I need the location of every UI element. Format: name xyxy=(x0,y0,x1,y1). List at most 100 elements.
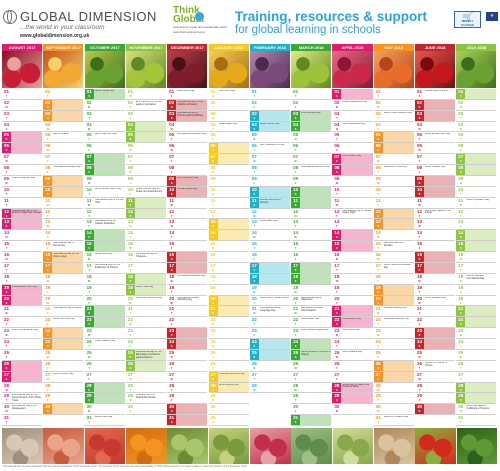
day-cell[interactable]: 22 T Biological Diversity Day xyxy=(373,317,414,329)
event-label[interactable]: World Mental Health Day xyxy=(94,187,122,190)
day-cell[interactable]: 03 T World Press Freedom Day xyxy=(373,111,414,122)
day-cell[interactable]: 12 T International Day of Human Space Flig… xyxy=(332,209,373,220)
day-cell[interactable]: 07 T xyxy=(125,154,167,166)
day-cell[interactable]: 01 S World Habitat Day xyxy=(84,89,125,100)
day-cell[interactable]: 04 S xyxy=(291,121,332,133)
day-cell[interactable]: 13 S xyxy=(2,219,43,231)
day-cell[interactable]: 28 M xyxy=(373,383,414,394)
day-cell[interactable]: 07 T xyxy=(415,154,456,166)
event-label[interactable]: World Book Day xyxy=(342,329,360,332)
day-cell[interactable]: 11 M xyxy=(167,198,208,209)
day-cell[interactable]: 24 W xyxy=(208,339,249,350)
day-cell[interactable]: 25 S Remembrance of Victims of Slavery xyxy=(291,349,332,361)
day-cell[interactable]: 18 S xyxy=(125,273,167,285)
day-cell[interactable]: 06 M xyxy=(125,143,167,155)
day-cell[interactable]: 11 T xyxy=(208,198,249,209)
day-cell[interactable]: 16 S xyxy=(167,252,208,263)
brand-website[interactable]: www.globaldimension.org.uk xyxy=(20,33,90,39)
day-cell[interactable]: 29 T International Day for the Remembrance… xyxy=(2,393,43,405)
day-cell[interactable]: 10 S xyxy=(43,186,84,198)
day-cell[interactable]: 12 T xyxy=(84,209,125,220)
day-cell[interactable]: 02 W xyxy=(2,100,43,111)
event-label[interactable]: World AIDS Day xyxy=(177,90,195,92)
day-cell[interactable]: 08 M xyxy=(208,165,249,176)
day-cell[interactable]: 14 W xyxy=(249,230,290,242)
event-label[interactable]: World Telecommunication Day xyxy=(383,263,411,269)
day-cell[interactable]: 06 S xyxy=(208,143,249,155)
day-cell[interactable]: 26 T xyxy=(43,361,84,372)
day-cell[interactable]: 10 W xyxy=(208,187,249,198)
day-cell[interactable]: 25 W xyxy=(456,350,497,361)
day-cell[interactable]: 07 S World Health Day xyxy=(332,154,373,166)
day-cell[interactable]: 06 W xyxy=(415,143,456,155)
day-cell[interactable]: 02 M xyxy=(84,100,125,111)
day-cell[interactable]: 30 W xyxy=(373,404,414,416)
event-label[interactable]: International Day of Peace xyxy=(53,307,82,310)
day-cell[interactable]: 23 W xyxy=(373,328,414,340)
event-label[interactable]: World Cities Day xyxy=(94,416,113,419)
day-cell[interactable]: 20 T International Day of Happiness xyxy=(291,296,332,307)
day-cell[interactable]: 03 W xyxy=(208,111,249,122)
day-cell[interactable]: 02 F xyxy=(291,100,332,111)
day-cell[interactable]: 18 S xyxy=(291,273,332,285)
day-cell[interactable]: 27 F xyxy=(456,372,497,383)
event-label[interactable]: Elimination of Racial Discrimination xyxy=(301,307,323,313)
day-cell[interactable]: 08 W xyxy=(125,165,167,176)
event-label[interactable]: International Mother Language Day xyxy=(259,307,282,313)
event-label[interactable]: World Malaria Day xyxy=(342,350,363,353)
day-cell[interactable]: 22 F xyxy=(415,317,456,329)
event-label[interactable]: Women and Girls in Science xyxy=(259,198,281,204)
event-label[interactable]: Remembrance of Victims of Slavery xyxy=(301,350,331,356)
day-cell[interactable]: 11 S xyxy=(291,197,332,209)
day-cell[interactable]: 14 S xyxy=(332,230,373,242)
event-label[interactable]: International Day for the Elimination of… xyxy=(135,350,162,359)
day-cell[interactable]: 21 S xyxy=(332,306,373,318)
day-cell[interactable]: 29 M xyxy=(208,393,249,405)
day-cell[interactable]: 04 S xyxy=(125,121,167,133)
event-label[interactable]: Support of Victims of Torture xyxy=(425,361,448,367)
day-cell[interactable]: 14 T xyxy=(43,230,84,242)
day-cell[interactable]: 31 S xyxy=(167,415,208,426)
day-cell[interactable]: 11 W International Day of the Girl Child xyxy=(84,198,125,209)
day-cell[interactable]: 03 S International Day of Persons with Dis… xyxy=(167,110,208,122)
day-cell[interactable]: 02 T xyxy=(208,100,249,111)
day-cell[interactable]: 02 S xyxy=(415,99,456,111)
day-cell[interactable]: 16 M xyxy=(456,252,497,263)
day-cell[interactable]: 07 W xyxy=(291,154,332,166)
day-cell[interactable]: 21 T xyxy=(167,306,208,318)
event-label[interactable]: International Day for the Remembrance of… xyxy=(12,394,41,403)
day-cell[interactable]: 31 S xyxy=(291,415,332,426)
day-cell[interactable]: 25 W xyxy=(84,350,125,361)
event-label[interactable]: International Migrants Day xyxy=(177,274,206,277)
event-label[interactable]: Autism Awareness Day xyxy=(342,100,367,103)
event-label[interactable]: World Day Against Child Labour xyxy=(425,209,451,215)
day-cell[interactable]: 18 W xyxy=(84,274,125,285)
day-cell[interactable]: 26 S xyxy=(125,360,167,372)
event-label[interactable]: World Refugee Day xyxy=(425,296,446,299)
event-label[interactable]: Global Day of Parents xyxy=(425,90,449,92)
day-cell[interactable]: 14 T xyxy=(125,230,167,242)
day-cell[interactable]: 23 F xyxy=(249,328,290,340)
day-cell[interactable]: 14 W xyxy=(291,230,332,242)
event-label[interactable]: World Humanitarian Day xyxy=(12,329,38,332)
day-cell[interactable]: 21 M xyxy=(2,306,43,318)
event-label[interactable]: World Day of Social Justice xyxy=(259,296,289,299)
event-label[interactable]: World Car Free Day xyxy=(53,318,75,321)
event-label[interactable]: World No Tobacco Day xyxy=(383,416,409,419)
day-cell[interactable]: 27 T xyxy=(291,372,332,383)
day-cell[interactable]: 09 T xyxy=(125,176,167,187)
event-label[interactable]: World Oceans Day xyxy=(425,166,446,169)
day-cell[interactable]: 06 F xyxy=(84,143,125,155)
event-label[interactable]: World Food Day xyxy=(94,253,112,256)
event-label[interactable]: International Day of Persons with Disabi… xyxy=(177,111,203,117)
event-label[interactable]: Holocaust Memorial Day xyxy=(218,372,245,375)
day-cell[interactable]: 17 S xyxy=(291,262,332,274)
day-cell[interactable]: 21 S xyxy=(456,306,497,318)
day-cell[interactable]: 10 S Human Rights Day xyxy=(167,186,208,198)
day-cell[interactable]: 09 M xyxy=(84,176,125,187)
day-cell[interactable]: 06 F xyxy=(456,143,497,155)
event-label[interactable]: World Leprosy Day xyxy=(218,383,239,386)
day-cell[interactable]: 15 T xyxy=(249,241,290,253)
event-label[interactable]: Cultural Diversity Day xyxy=(383,307,407,310)
day-cell[interactable]: 15 F xyxy=(167,241,208,253)
